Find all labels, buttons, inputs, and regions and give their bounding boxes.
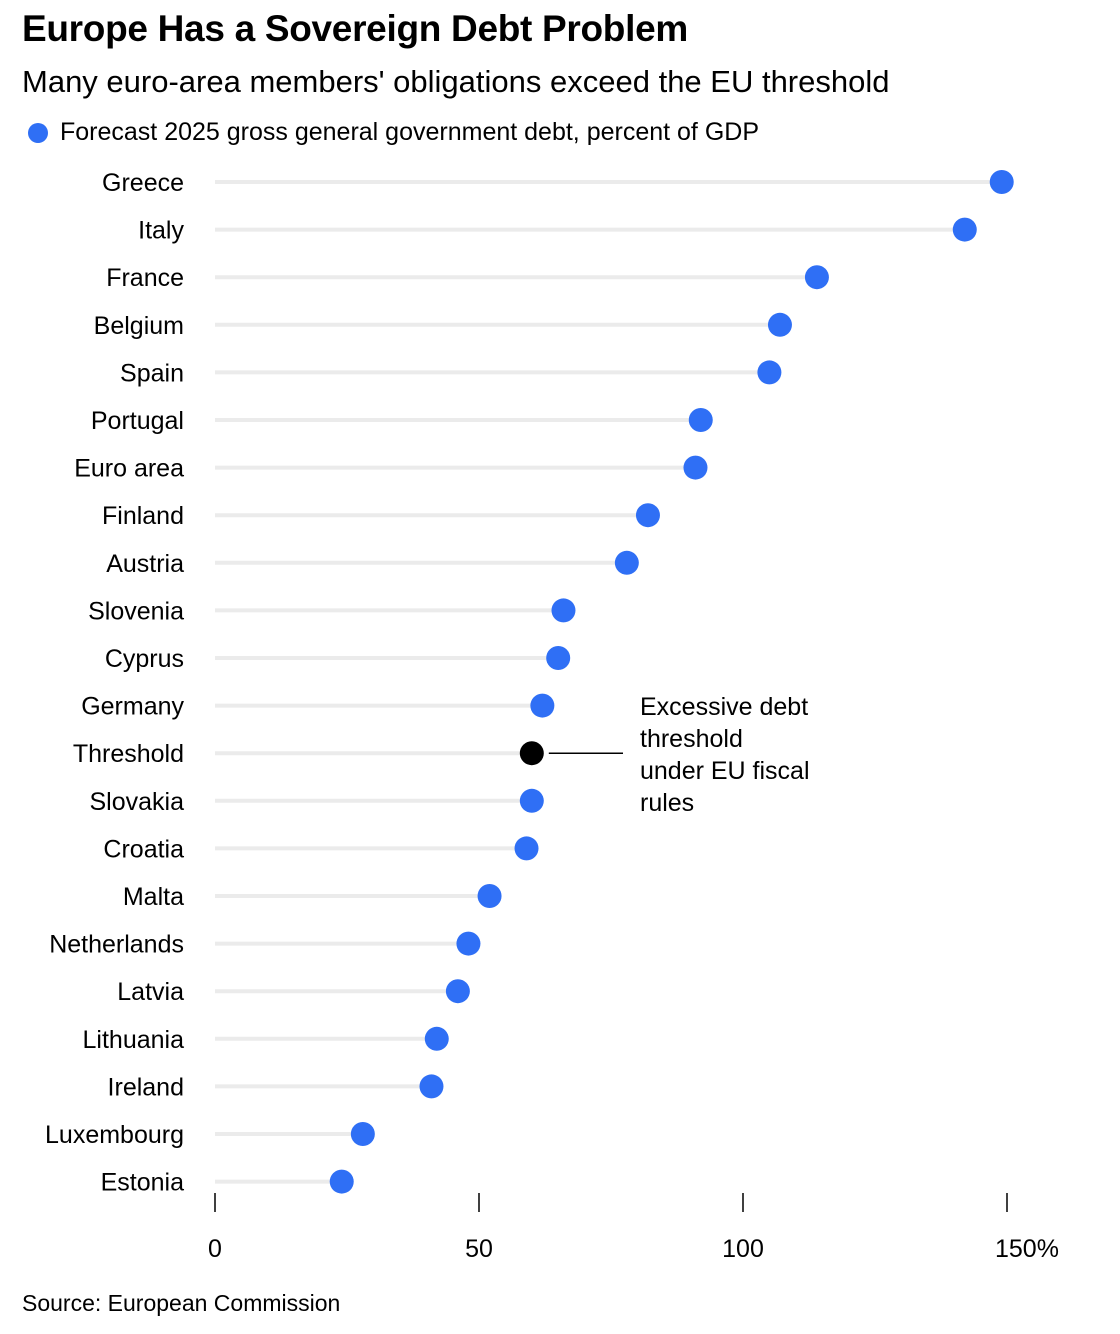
annotation-line-2: threshold [640,725,743,753]
category-label-italy: Italy [138,217,184,245]
data-point-croatia [514,836,539,861]
data-point-spain [757,360,782,385]
data-point-netherlands [456,931,481,956]
data-point-greece [989,170,1014,194]
category-label-croatia: Croatia [103,835,184,863]
data-point-italy [952,217,977,242]
x-tick-label-50: 50 [465,1235,493,1263]
data-point-threshold [519,741,544,766]
data-point-cyprus [546,646,571,670]
legend-label: Forecast 2025 gross general government d… [60,118,759,146]
category-label-cyprus: Cyprus [105,645,184,673]
category-label-threshold: Threshold [73,740,184,768]
x-tick-label-100: 100 [722,1235,764,1263]
category-label-malta: Malta [123,883,184,911]
annotation-line-3: under EU fiscal [640,757,810,785]
category-label-france: France [106,264,184,292]
data-point-ireland [419,1074,444,1099]
category-label-latvia: Latvia [117,978,184,1006]
data-point-malta [477,884,502,908]
data-point-belgium [767,312,792,337]
data-point-euro-area [683,455,708,480]
chart-subtitle: Many euro-area members' obligations exce… [22,64,890,99]
data-point-finland [635,503,660,528]
category-label-euro-area: Euro area [74,455,184,483]
category-label-greece: Greece [102,169,184,197]
data-point-portugal [688,408,713,432]
data-point-slovenia [551,598,576,623]
category-label-netherlands: Netherlands [49,931,184,959]
x-tick-label-150: 150% [995,1235,1059,1263]
data-point-slovakia [519,788,544,813]
legend-dot-icon [28,122,48,143]
chart-title: Europe Has a Sovereign Debt Problem [22,8,688,49]
category-label-belgium: Belgium [94,312,184,340]
category-label-spain: Spain [120,359,184,387]
annotation-line-1: Excessive debt [640,693,808,721]
category-label-portugal: Portugal [91,407,184,435]
data-point-germany [530,693,555,718]
category-label-estonia: Estonia [101,1169,184,1197]
data-point-luxembourg [350,1122,375,1146]
data-point-latvia [445,979,470,1004]
category-label-germany: Germany [81,693,184,721]
category-label-luxembourg: Luxembourg [45,1121,184,1149]
category-label-finland: Finland [102,502,184,530]
x-tick-label-0: 0 [208,1235,222,1263]
annotation-line-4: rules [640,789,694,817]
category-label-austria: Austria [106,550,184,578]
legend: Forecast 2025 gross general government d… [22,118,759,147]
category-label-ireland: Ireland [108,1073,184,1101]
source-note: Source: European Commission [22,1290,341,1316]
category-label-slovenia: Slovenia [88,597,184,625]
data-point-estonia [329,1169,354,1194]
data-point-france [804,265,829,290]
data-point-austria [614,550,639,575]
category-label-slovakia: Slovakia [90,788,185,816]
category-label-lithuania: Lithuania [83,1026,185,1054]
data-point-lithuania [424,1026,449,1051]
